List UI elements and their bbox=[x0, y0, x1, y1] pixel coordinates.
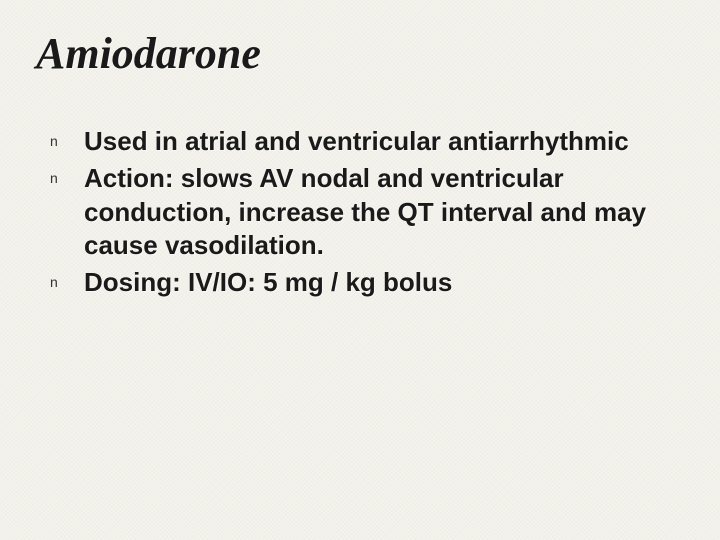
slide-container: Amiodarone n Used in atrial and ventricu… bbox=[0, 0, 720, 540]
slide-title: Amiodarone bbox=[36, 28, 684, 79]
bullet-text: Dosing: IV/IO: 5 mg / kg bolus bbox=[84, 266, 452, 299]
bullet-marker-icon: n bbox=[50, 162, 84, 186]
bullet-text: Used in atrial and ventricular antiarrhy… bbox=[84, 125, 629, 158]
bullet-list: n Used in atrial and ventricular antiarr… bbox=[36, 125, 684, 299]
list-item: n Action: slows AV nodal and ventricular… bbox=[50, 162, 684, 262]
bullet-marker-icon: n bbox=[50, 266, 84, 290]
list-item: n Dosing: IV/IO: 5 mg / kg bolus bbox=[50, 266, 684, 299]
bullet-marker-icon: n bbox=[50, 125, 84, 149]
bullet-text: Action: slows AV nodal and ventricular c… bbox=[84, 162, 684, 262]
list-item: n Used in atrial and ventricular antiarr… bbox=[50, 125, 684, 158]
